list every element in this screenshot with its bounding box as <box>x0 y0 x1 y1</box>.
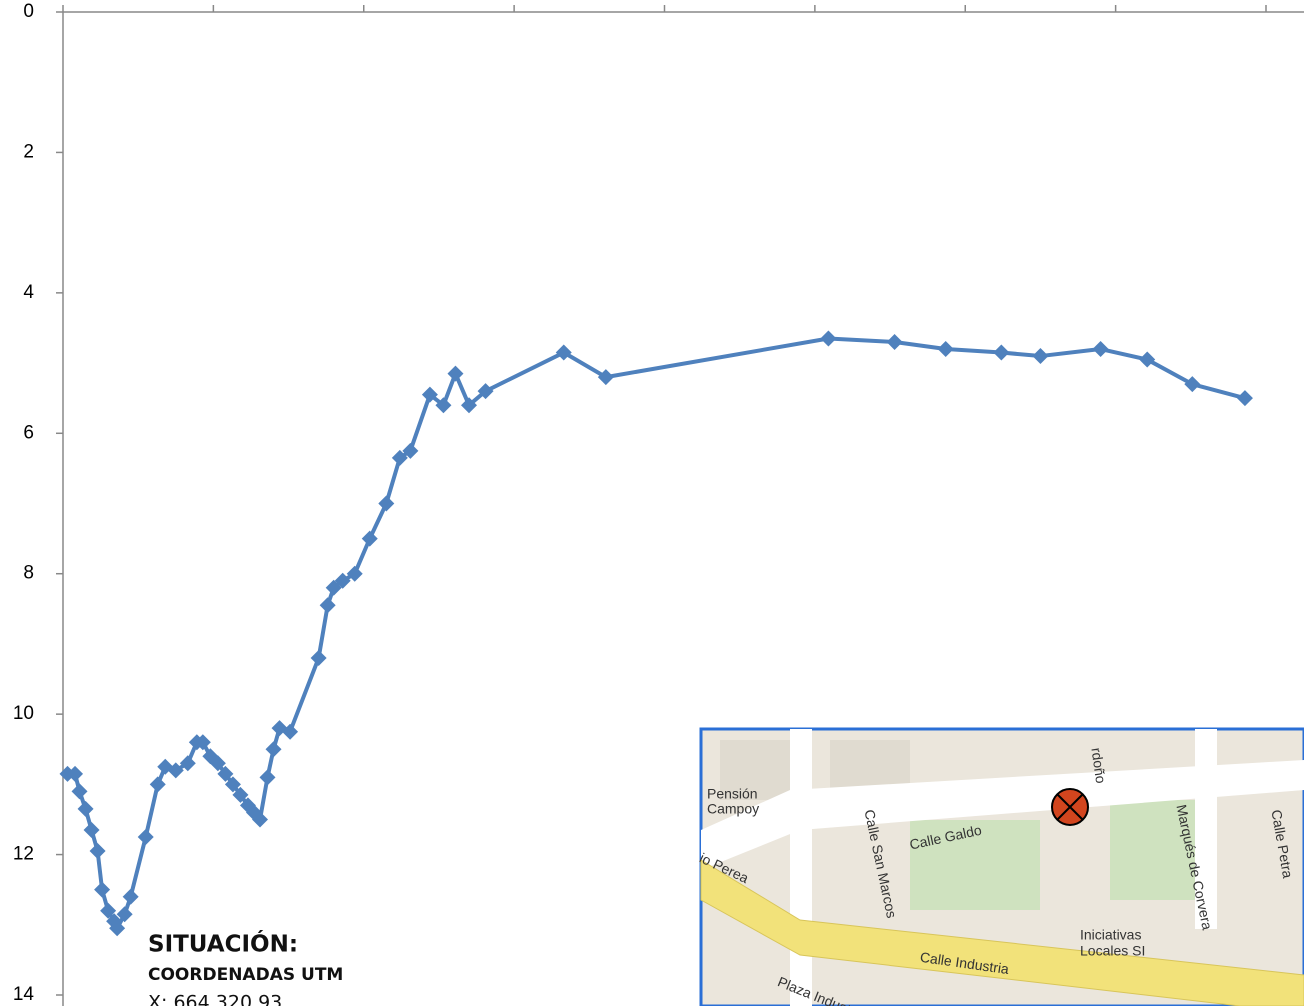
data-point <box>555 344 572 361</box>
data-point <box>265 741 282 758</box>
data-point <box>167 762 184 779</box>
data-point <box>109 920 126 937</box>
map-label: rdoño <box>1088 747 1109 785</box>
data-point <box>259 769 276 786</box>
data-point <box>209 755 226 772</box>
map-road <box>700 859 1304 1006</box>
data-point <box>116 906 133 923</box>
map-road <box>701 760 1304 870</box>
data-point <box>224 776 241 793</box>
data-point <box>100 902 117 919</box>
data-point <box>346 565 363 582</box>
map-label: Pensión <box>707 786 758 802</box>
data-point <box>993 344 1010 361</box>
data-point <box>334 572 351 589</box>
data-point <box>597 369 614 386</box>
data-point <box>886 334 903 351</box>
data-point <box>67 765 84 782</box>
data-point <box>402 442 419 459</box>
data-point <box>461 397 478 414</box>
data-point <box>1139 351 1156 368</box>
y-tick-label: 14 <box>13 984 35 1005</box>
annotation: SITUACIÓN: <box>148 930 298 958</box>
map-road <box>790 729 812 1006</box>
map-label: Campoy <box>707 801 759 817</box>
data-point <box>1092 341 1109 358</box>
data-point <box>1236 390 1253 407</box>
annotation: COORDENADAS UTM <box>148 965 343 985</box>
map-block <box>720 740 790 800</box>
data-point <box>1184 376 1201 393</box>
map-park <box>910 820 1040 910</box>
data-point <box>194 734 211 751</box>
data-point <box>282 723 299 740</box>
data-point <box>1032 348 1049 365</box>
data-point <box>310 649 327 666</box>
data-point <box>391 449 408 466</box>
data-point <box>77 800 94 817</box>
data-point <box>361 530 378 547</box>
y-tick-label: 12 <box>13 844 34 865</box>
annotation: X: 664.320,93 <box>148 992 282 1006</box>
data-point <box>325 579 342 596</box>
data-point <box>217 765 234 782</box>
map-road <box>1195 729 1217 929</box>
y-tick-label: 8 <box>23 563 34 584</box>
data-point <box>421 386 438 403</box>
y-tick-label: 6 <box>23 422 34 443</box>
map-label: Iniciativas <box>1080 927 1141 943</box>
map-label: Locales SI <box>1080 943 1145 959</box>
data-point <box>71 783 88 800</box>
data-point <box>122 888 139 905</box>
data-point <box>435 397 452 414</box>
data-point <box>447 365 464 382</box>
data-point <box>149 776 166 793</box>
map-park <box>1110 800 1200 900</box>
y-tick-label: 4 <box>23 282 34 303</box>
data-point <box>319 597 336 614</box>
y-tick-label: 2 <box>23 141 34 162</box>
data-point <box>937 341 954 358</box>
data-point <box>137 829 154 846</box>
data-point <box>94 881 111 898</box>
data-point <box>83 821 100 838</box>
data-point <box>820 330 837 347</box>
y-tick-label: 0 <box>23 1 34 22</box>
data-point <box>251 811 268 828</box>
y-tick-label: 10 <box>13 703 34 724</box>
data-point <box>232 786 249 803</box>
data-point <box>477 383 494 400</box>
location-marker-cross <box>1056 793 1084 821</box>
data-point <box>378 495 395 512</box>
data-point <box>179 755 196 772</box>
data-point <box>89 843 106 860</box>
